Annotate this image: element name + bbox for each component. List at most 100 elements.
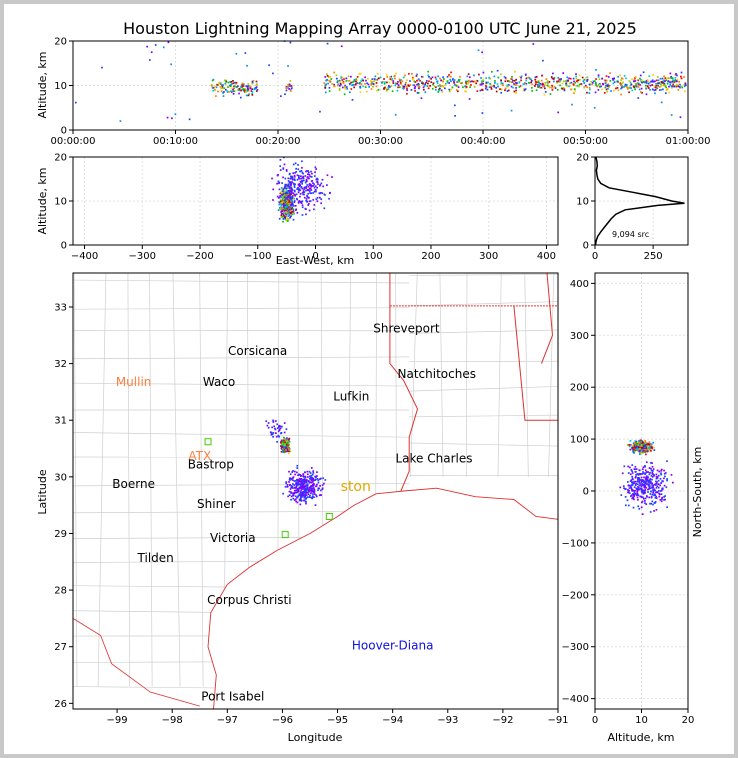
lightning-source-point [642,496,644,499]
lightning-source-point [445,82,447,85]
lightning-source-point [548,86,550,88]
lightning-source-point [651,447,653,450]
lightning-source-point [636,445,639,448]
lightning-source-point [286,208,289,211]
lightning-source-point [641,489,643,491]
lightning-source-point [335,77,338,80]
lightning-source-point [350,75,352,78]
lightning-source-point [651,482,653,485]
lightning-source-point [569,84,571,87]
lightning-source-point [280,216,283,219]
lightning-source-point [646,85,649,87]
lightning-source-point [667,80,670,82]
lightning-source-point [553,85,556,88]
lightning-source-point [298,185,301,188]
lightning-source-point [628,489,630,492]
lightning-source-point [657,479,660,482]
parish-boundary [409,274,558,276]
lightning-source-point [428,75,430,78]
lightning-source-point [300,482,303,485]
lightning-source-point [644,84,647,87]
lightning-source-point [284,177,287,180]
lightning-source-point [371,81,373,83]
lightning-source-point [640,80,643,83]
lightning-source-point [631,446,634,449]
lightning-source-point [305,484,307,487]
lightning-source-point [637,97,640,99]
lightning-source-point [358,72,361,75]
lightning-source-point [626,499,629,502]
lightning-source-point [595,69,597,71]
lightning-source-point [639,479,641,482]
lightning-source-point [291,202,293,205]
lightning-source-point [652,446,655,449]
lightning-source-point [308,486,311,489]
lightning-source-point [307,480,310,483]
lightning-source-point [660,500,663,503]
lightning-source-point [659,477,662,480]
lightning-source-point [667,77,670,80]
place-label: Boerne [112,477,155,491]
parish-boundary [497,273,502,477]
lightning-source-point [515,78,518,81]
lightning-source-point [372,85,374,88]
lightning-source-point [628,91,630,94]
lightning-source-point [304,500,307,503]
lightning-source-point [623,74,626,77]
lightning-source-point [440,89,443,92]
lightning-source-point [635,76,637,78]
lightning-source-point [274,427,276,430]
lightning-source-point [648,485,651,487]
map-frame [72,272,559,710]
lightning-source-point [660,101,663,104]
lightning-source-point [285,188,288,190]
lightning-source-point [232,88,234,91]
lightning-source-point [489,82,491,85]
lightning-source-point [637,485,639,488]
lightning-source-point [376,72,379,75]
lightning-source-point [479,89,482,92]
lightning-source-point [640,439,642,442]
lightning-source-point [643,491,646,494]
lightning-source-point [407,84,410,87]
lightning-source-point [636,448,639,451]
lightning-source-point [642,491,645,494]
lightning-source-point [575,85,577,87]
lightning-source-point [286,440,289,443]
lightning-source-point [284,205,287,208]
lightning-source-point [297,176,300,179]
lightning-source-point [648,449,651,451]
lightning-source-point [389,78,392,80]
lightning-source-point [274,420,277,422]
lightning-source-point [643,444,646,446]
lightning-source-point [639,482,641,485]
lightning-source-point [288,189,291,192]
lightning-source-point [578,83,581,86]
lightning-source-point [659,77,662,80]
lightning-source-point [617,80,619,83]
lightning-source-point [567,79,570,82]
lightning-source-point [241,88,244,91]
lightning-source-point [660,489,663,492]
lightning-source-point [676,74,678,77]
lightning-source-point [642,447,645,450]
figure-title: Houston Lightning Mapping Array 0000-010… [123,19,637,38]
lightning-source-point [289,201,292,204]
lightning-source-point [489,77,491,80]
lightning-source-point [291,175,294,178]
lightning-source-point [311,485,314,488]
ew-tick-label: 400 [537,251,556,262]
lightning-source-point [301,483,304,486]
altitude-tick-label: 20 [576,153,589,164]
lightning-source-point [234,83,237,86]
lightning-source-point [647,82,650,85]
lightning-source-point [645,475,648,478]
lightning-source-point [235,81,238,84]
lightning-source-point [449,78,452,81]
lightning-source-point [654,496,657,499]
lightning-source-point [304,490,307,493]
lightning-source-point [649,482,651,484]
lightning-source-point [642,441,644,444]
lightning-source-point [301,179,304,182]
lightning-source-point [289,450,292,453]
